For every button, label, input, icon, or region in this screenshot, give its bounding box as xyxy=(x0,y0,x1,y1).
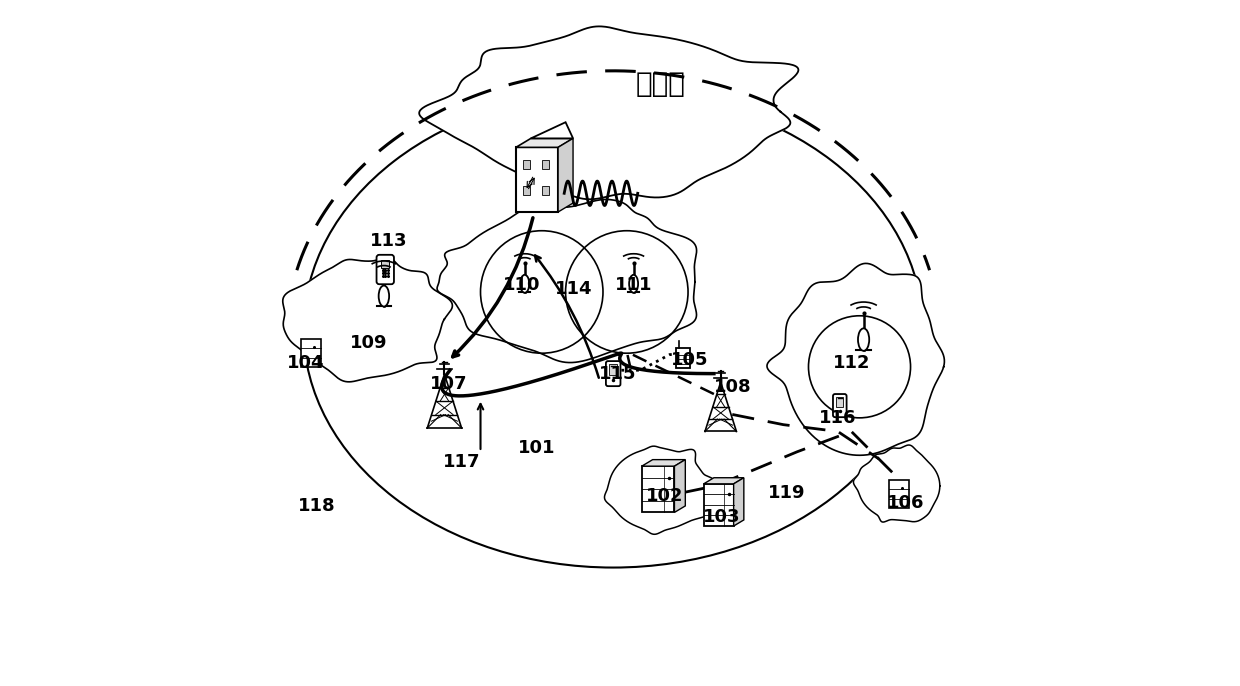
Polygon shape xyxy=(604,446,714,534)
Polygon shape xyxy=(531,122,573,139)
Text: 117: 117 xyxy=(444,453,481,471)
Text: 110: 110 xyxy=(502,276,541,294)
Bar xyxy=(523,160,529,169)
Polygon shape xyxy=(703,484,734,526)
FancyBboxPatch shape xyxy=(606,361,620,386)
Polygon shape xyxy=(642,466,675,512)
Text: 核心网: 核心网 xyxy=(636,71,686,98)
Text: 104: 104 xyxy=(286,355,325,372)
Text: 119: 119 xyxy=(768,484,806,501)
Ellipse shape xyxy=(378,285,389,307)
Polygon shape xyxy=(436,200,697,363)
Polygon shape xyxy=(675,460,686,512)
Polygon shape xyxy=(642,460,686,466)
FancyBboxPatch shape xyxy=(377,255,394,284)
Polygon shape xyxy=(558,139,573,212)
Bar xyxy=(609,364,618,375)
FancyBboxPatch shape xyxy=(833,394,847,417)
Text: 111: 111 xyxy=(615,276,652,294)
Polygon shape xyxy=(703,477,744,484)
Polygon shape xyxy=(853,445,940,522)
Text: 118: 118 xyxy=(299,497,336,515)
Bar xyxy=(836,397,843,407)
Bar xyxy=(889,480,909,508)
Polygon shape xyxy=(768,263,945,456)
Bar xyxy=(542,186,549,195)
Polygon shape xyxy=(734,477,744,526)
Text: 115: 115 xyxy=(599,365,636,383)
Polygon shape xyxy=(516,147,558,212)
Bar xyxy=(523,186,529,195)
Polygon shape xyxy=(283,257,453,382)
Text: 116: 116 xyxy=(818,409,857,427)
Bar xyxy=(301,339,321,368)
Polygon shape xyxy=(419,26,799,199)
Text: 114: 114 xyxy=(556,280,593,298)
Ellipse shape xyxy=(858,329,869,351)
Ellipse shape xyxy=(629,275,639,293)
Text: 113: 113 xyxy=(370,232,408,250)
Polygon shape xyxy=(516,139,573,147)
Text: 107: 107 xyxy=(430,375,467,393)
Text: 105: 105 xyxy=(671,351,708,369)
Text: 106: 106 xyxy=(887,494,925,512)
Text: 109: 109 xyxy=(350,334,387,352)
Bar xyxy=(542,160,549,169)
Bar xyxy=(381,260,389,268)
Text: 103: 103 xyxy=(703,508,740,525)
Ellipse shape xyxy=(521,275,529,293)
Bar xyxy=(677,348,691,368)
Text: 101: 101 xyxy=(518,440,556,458)
Text: 102: 102 xyxy=(646,487,683,505)
Text: 108: 108 xyxy=(713,378,751,397)
Text: 112: 112 xyxy=(832,355,870,372)
